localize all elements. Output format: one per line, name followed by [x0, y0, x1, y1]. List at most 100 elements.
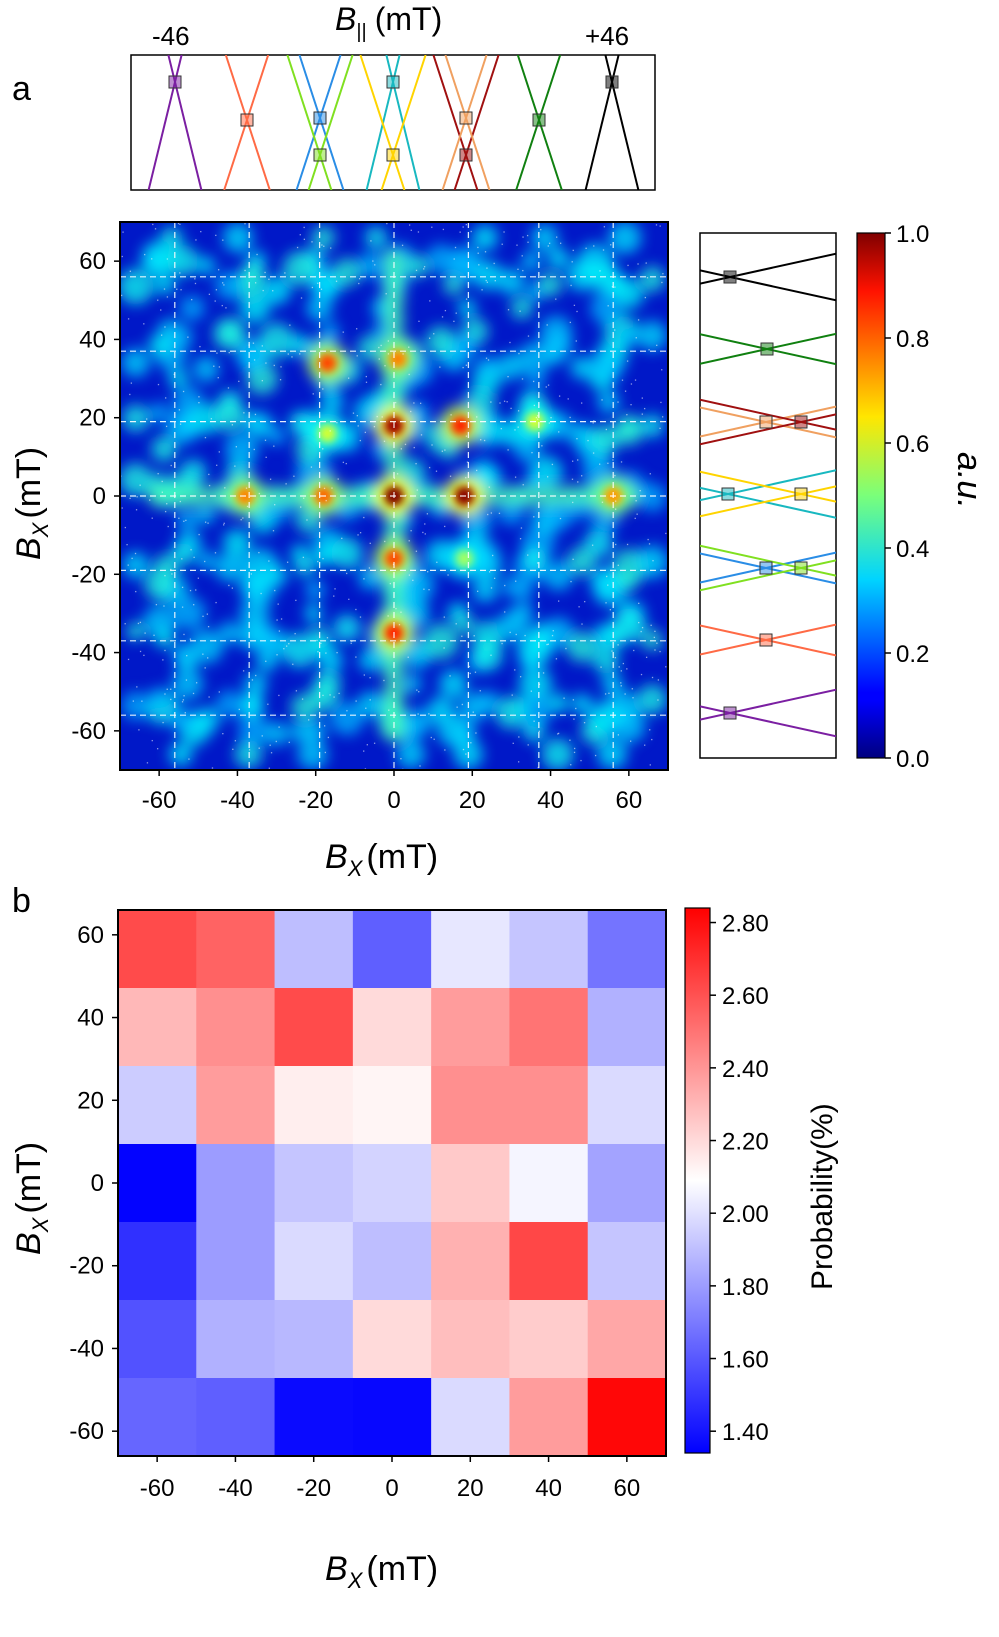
heatmap-a-xtick: 20: [459, 787, 486, 814]
heatmap-b-cell: [274, 1066, 354, 1145]
top-crossing-marker: [459, 111, 473, 125]
heatmap-b-cell: [118, 1378, 197, 1457]
colorbar-a-tick: 0.4: [896, 536, 929, 563]
side-crossing-marker: [759, 633, 773, 647]
heatmap-a-ytick: -60: [71, 718, 106, 745]
heatmap-b-cell: [118, 1066, 197, 1145]
heatmap-b-cell: [196, 1144, 276, 1223]
colorbar-b-tick: 2.00: [722, 1201, 769, 1228]
top-axis-subscript: ||: [356, 21, 366, 43]
heatmap-b-cell: [509, 1222, 589, 1301]
heatmap-b-ytick: 0: [91, 1170, 104, 1197]
heatmap-a-ylabel: BX(mT): [10, 447, 53, 560]
heatmap-a-xtick: 0: [387, 787, 400, 814]
colorbar-b-tick: 2.80: [722, 911, 769, 938]
heatmap-b-cell: [587, 1066, 667, 1145]
top-crossing-marker: [605, 75, 619, 89]
heatmap-b-ytick: 60: [77, 922, 104, 949]
heatmap-b-xtick: -60: [140, 1475, 175, 1502]
side-crossing-marker: [794, 415, 808, 429]
heatmap-a: -60 -40 -20 0 20 40 60 60 40 20 0 -20 -40 -60: [71, 221, 669, 814]
heatmap-b-cell: [509, 1066, 589, 1145]
side-crossing-marker: [723, 706, 737, 720]
colorbar-a-label: a.u.: [950, 452, 988, 509]
top-axis-left-label: -46: [152, 21, 190, 51]
heatmap-b-xlabel: BX (mT): [325, 1550, 438, 1593]
colorbar-a-tick: 0.2: [896, 641, 929, 668]
heatmap-b-ytick: -60: [69, 1418, 104, 1445]
heatmap-a-ytick: 0: [93, 483, 106, 510]
heatmap-b-cell: [431, 910, 510, 989]
heatmap-b-cell: [431, 1144, 510, 1223]
heatmap-b-cell: [352, 1222, 432, 1301]
side-band-diagram: [699, 232, 837, 759]
heatmap-b-cell: [509, 1144, 589, 1223]
heatmap-b-cell: [587, 1222, 667, 1301]
heatmap-b-cell: [509, 1300, 589, 1379]
panel-b-letter: b: [12, 882, 31, 920]
heatmap-b: -60 -40 -20 0 20 40 60 60 40 20 0 -20 -40 -60: [69, 909, 667, 1502]
heatmap-b-xtick: 20: [457, 1475, 484, 1502]
heatmap-b-ytick: -40: [69, 1335, 104, 1362]
heatmap-b-cell: [431, 988, 510, 1067]
heatmap-a-ytick: 40: [79, 326, 106, 353]
heatmap-b-cell: [587, 1300, 667, 1379]
heatmap-b-xtick: 40: [535, 1475, 562, 1502]
heatmap-a-ytick: -40: [71, 640, 106, 667]
heatmap-b-cell: [509, 1378, 589, 1457]
heatmap-b-cell: [431, 1378, 510, 1457]
side-crossing-marker: [759, 415, 773, 429]
heatmap-b-cell: [587, 910, 667, 989]
heatmap-b-cell: [118, 910, 197, 989]
heatmap-b-cell: [118, 1300, 197, 1379]
top-crossing-marker: [386, 75, 400, 89]
side-crossing-marker: [759, 561, 773, 575]
colorbar-b-tick: 1.40: [722, 1419, 769, 1446]
heatmap-b-cell: [196, 988, 276, 1067]
heatmap-b-cell: [274, 988, 354, 1067]
top-axis-right-label: +46: [585, 21, 629, 51]
heatmap-b-cell: [352, 1066, 432, 1145]
side-crossing-marker: [723, 270, 737, 284]
top-axis-title: B|| (mT): [335, 1, 442, 43]
heatmap-b-cell: [118, 1222, 197, 1301]
top-crossing-marker: [240, 113, 254, 127]
heatmap-a-xtick: -60: [142, 787, 177, 814]
colorbar-a-tick: 0.6: [896, 431, 929, 458]
heatmap-b-cell: [587, 988, 667, 1067]
top-crossing-marker: [313, 148, 327, 162]
heatmap-b-cell: [509, 910, 589, 989]
heatmap-a-xtick: -40: [220, 787, 255, 814]
heatmap-b-xtick: -40: [218, 1475, 253, 1502]
heatmap-b-cell: [274, 1378, 354, 1457]
top-crossing-marker: [386, 148, 400, 162]
colorbar-b-tick: 1.60: [722, 1347, 769, 1374]
top-axis-symbol: B: [335, 1, 356, 37]
colorbar-b-tick: 2.60: [722, 983, 769, 1010]
heatmap-b-cell: [274, 1222, 354, 1301]
heatmap-b-ylabel: BX(mT): [10, 1142, 53, 1255]
heatmap-a-xtick: 60: [616, 787, 643, 814]
heatmap-b-xtick: -20: [296, 1475, 331, 1502]
heatmap-b-cell: [352, 910, 432, 989]
colorbar-b-tick: 1.80: [722, 1274, 769, 1301]
heatmap-b-ytick: -20: [69, 1253, 104, 1280]
side-crossing-marker: [794, 487, 808, 501]
colorbar-a-tick: 1.0: [896, 221, 929, 248]
heatmap-b-xtick: 60: [614, 1475, 641, 1502]
side-crossing-marker: [760, 342, 774, 356]
top-crossing-marker: [532, 113, 546, 127]
heatmap-b-cell: [509, 988, 589, 1067]
heatmap-b-cell: [431, 1066, 510, 1145]
top-axis-unit: (mT): [375, 1, 443, 37]
heatmap-a-ytick: -20: [71, 561, 106, 588]
top-crossing-marker: [459, 148, 473, 162]
heatmap-b-cell: [274, 910, 354, 989]
heatmap-b-cell: [196, 1222, 276, 1301]
top-crossing-marker: [168, 75, 182, 89]
heatmap-a-ytick: 60: [79, 248, 106, 275]
heatmap-b-ytick: 40: [77, 1005, 104, 1032]
top-band-diagram: [130, 54, 656, 191]
colorbar-a-tick: 0.0: [896, 746, 929, 773]
colorbar-b-label: Probability(%): [806, 1103, 839, 1290]
